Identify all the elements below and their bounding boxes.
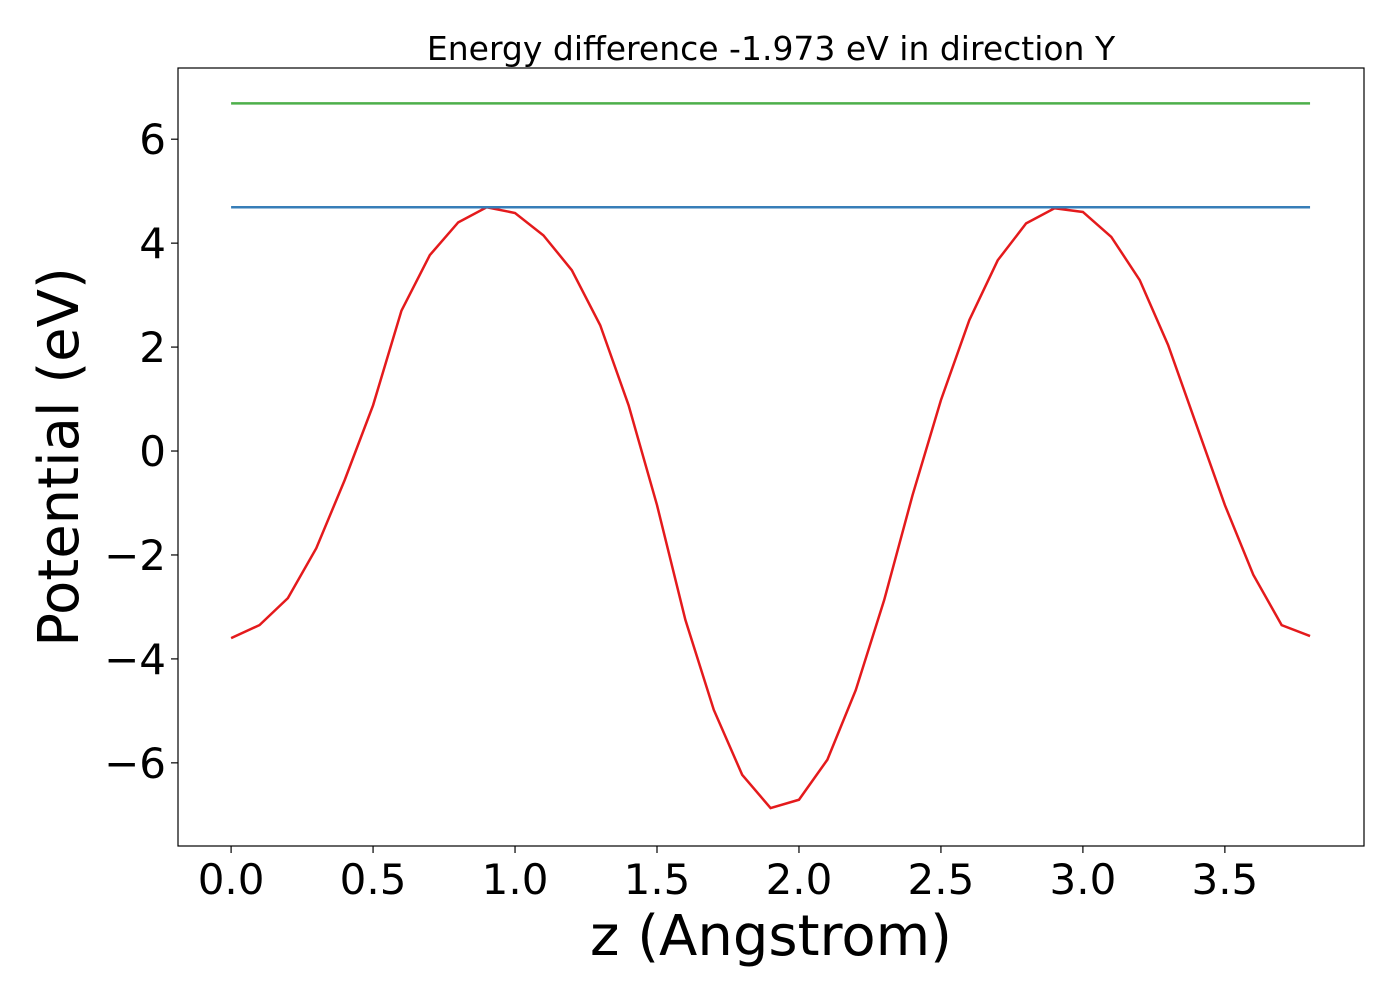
y-tick-label: −6 [104, 739, 166, 788]
y-tick-label: 6 [139, 115, 166, 164]
y-tick-label: 2 [139, 323, 166, 372]
x-tick-label: 0.5 [340, 855, 407, 904]
chart-title: Energy difference -1.973 eV in direction… [427, 29, 1116, 68]
x-tick-label: 2.5 [908, 855, 975, 904]
y-axis-label: Potential (eV) [27, 267, 92, 647]
x-tick-label: 3.0 [1050, 855, 1117, 904]
x-tick-label: 1.5 [624, 855, 691, 904]
y-tick-label: −2 [104, 531, 166, 580]
plot-frame [177, 67, 1365, 847]
y-tick-label: 4 [139, 219, 166, 268]
x-tick-label: 3.5 [1191, 855, 1258, 904]
x-axis-label: z (Angstrom) [590, 904, 952, 969]
x-tick-label: 2.0 [766, 855, 833, 904]
y-tick-label: −4 [104, 635, 166, 684]
x-tick-label: 1.0 [482, 855, 549, 904]
y-tick-label: 0 [139, 427, 166, 476]
x-tick-label: 0.0 [198, 855, 265, 904]
line-series [230, 205, 1311, 810]
